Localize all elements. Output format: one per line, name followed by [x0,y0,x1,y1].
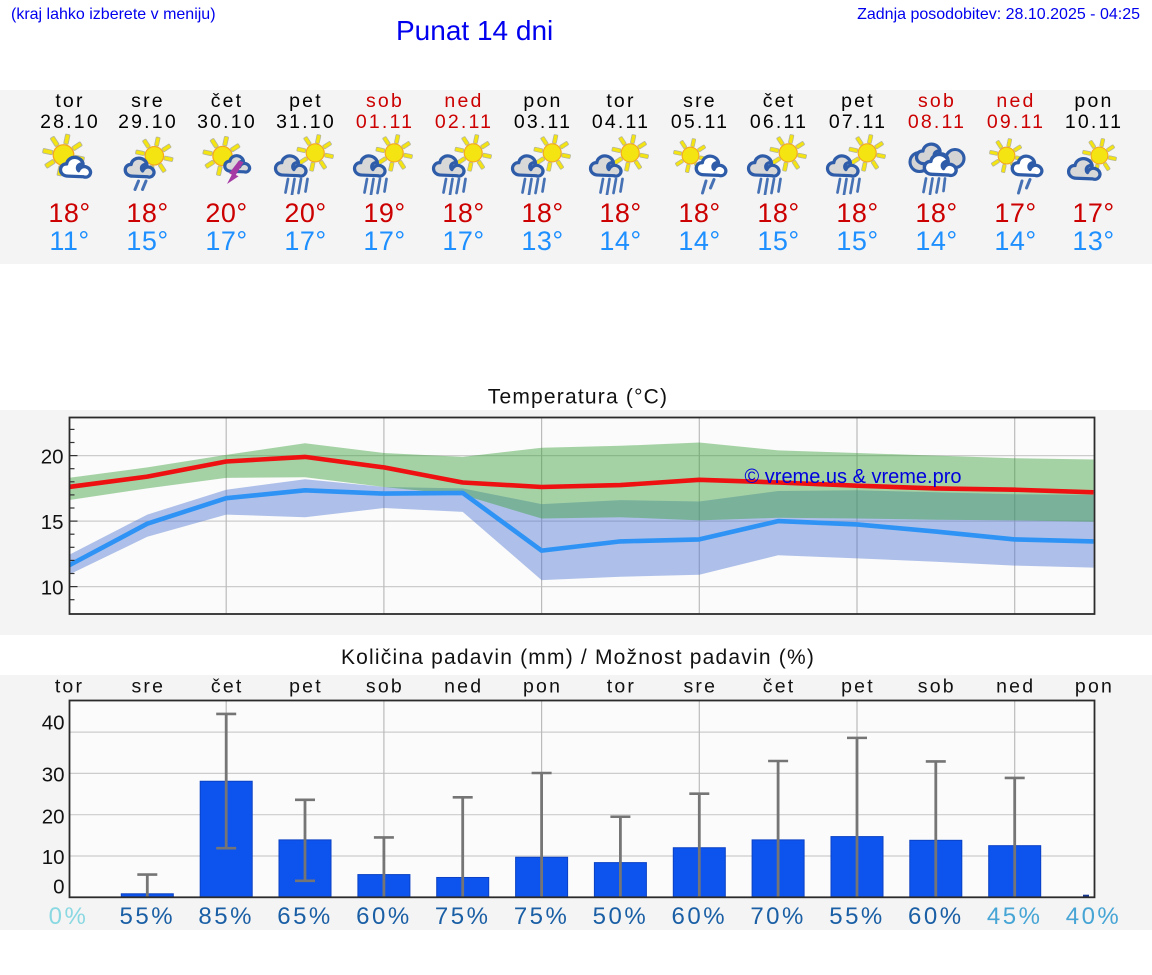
svg-text:pon: pon [1075,676,1114,698]
svg-text:60%: 60% [672,903,728,930]
svg-text:75%: 75% [435,903,491,930]
svg-text:tor: tor [607,676,636,698]
svg-text:čet: čet [763,676,796,698]
svg-text:60%: 60% [356,903,412,930]
svg-text:65%: 65% [277,903,333,930]
svg-text:75%: 75% [514,903,570,930]
svg-text:20: 20 [41,446,64,469]
svg-text:ned: ned [444,676,483,698]
svg-text:0%: 0% [49,903,89,930]
svg-text:45%: 45% [987,903,1043,930]
svg-text:30: 30 [42,764,65,787]
svg-text:55%: 55% [120,903,176,930]
svg-text:20: 20 [42,805,65,828]
svg-text:sre: sre [131,676,165,698]
svg-text:40%: 40% [1066,903,1122,930]
svg-text:sob: sob [918,676,956,698]
svg-text:50%: 50% [593,903,649,930]
svg-text:pet: pet [289,676,323,698]
svg-text:70%: 70% [750,903,806,930]
svg-text:60%: 60% [908,903,964,930]
svg-text:85%: 85% [198,903,254,930]
svg-text:15: 15 [41,511,64,534]
svg-text:40: 40 [42,711,65,734]
svg-text:tor: tor [55,676,84,698]
svg-text:Količina padavin (mm) / Možnos: Količina padavin (mm) / Možnost padavin … [341,646,815,669]
svg-text:čet: čet [211,676,244,698]
svg-text:ned: ned [996,676,1035,698]
svg-text:10: 10 [41,577,64,600]
svg-text:pon: pon [523,676,562,698]
svg-text:Temperatura (°C): Temperatura (°C) [488,386,668,409]
svg-text:sob: sob [366,676,404,698]
svg-text:0: 0 [53,876,64,899]
svg-text:sre: sre [683,676,717,698]
svg-text:55%: 55% [829,903,885,930]
svg-text:pet: pet [841,676,875,698]
svg-text:10: 10 [42,846,65,869]
svg-text:© vreme.us & vreme.pro: © vreme.us & vreme.pro [744,466,961,488]
